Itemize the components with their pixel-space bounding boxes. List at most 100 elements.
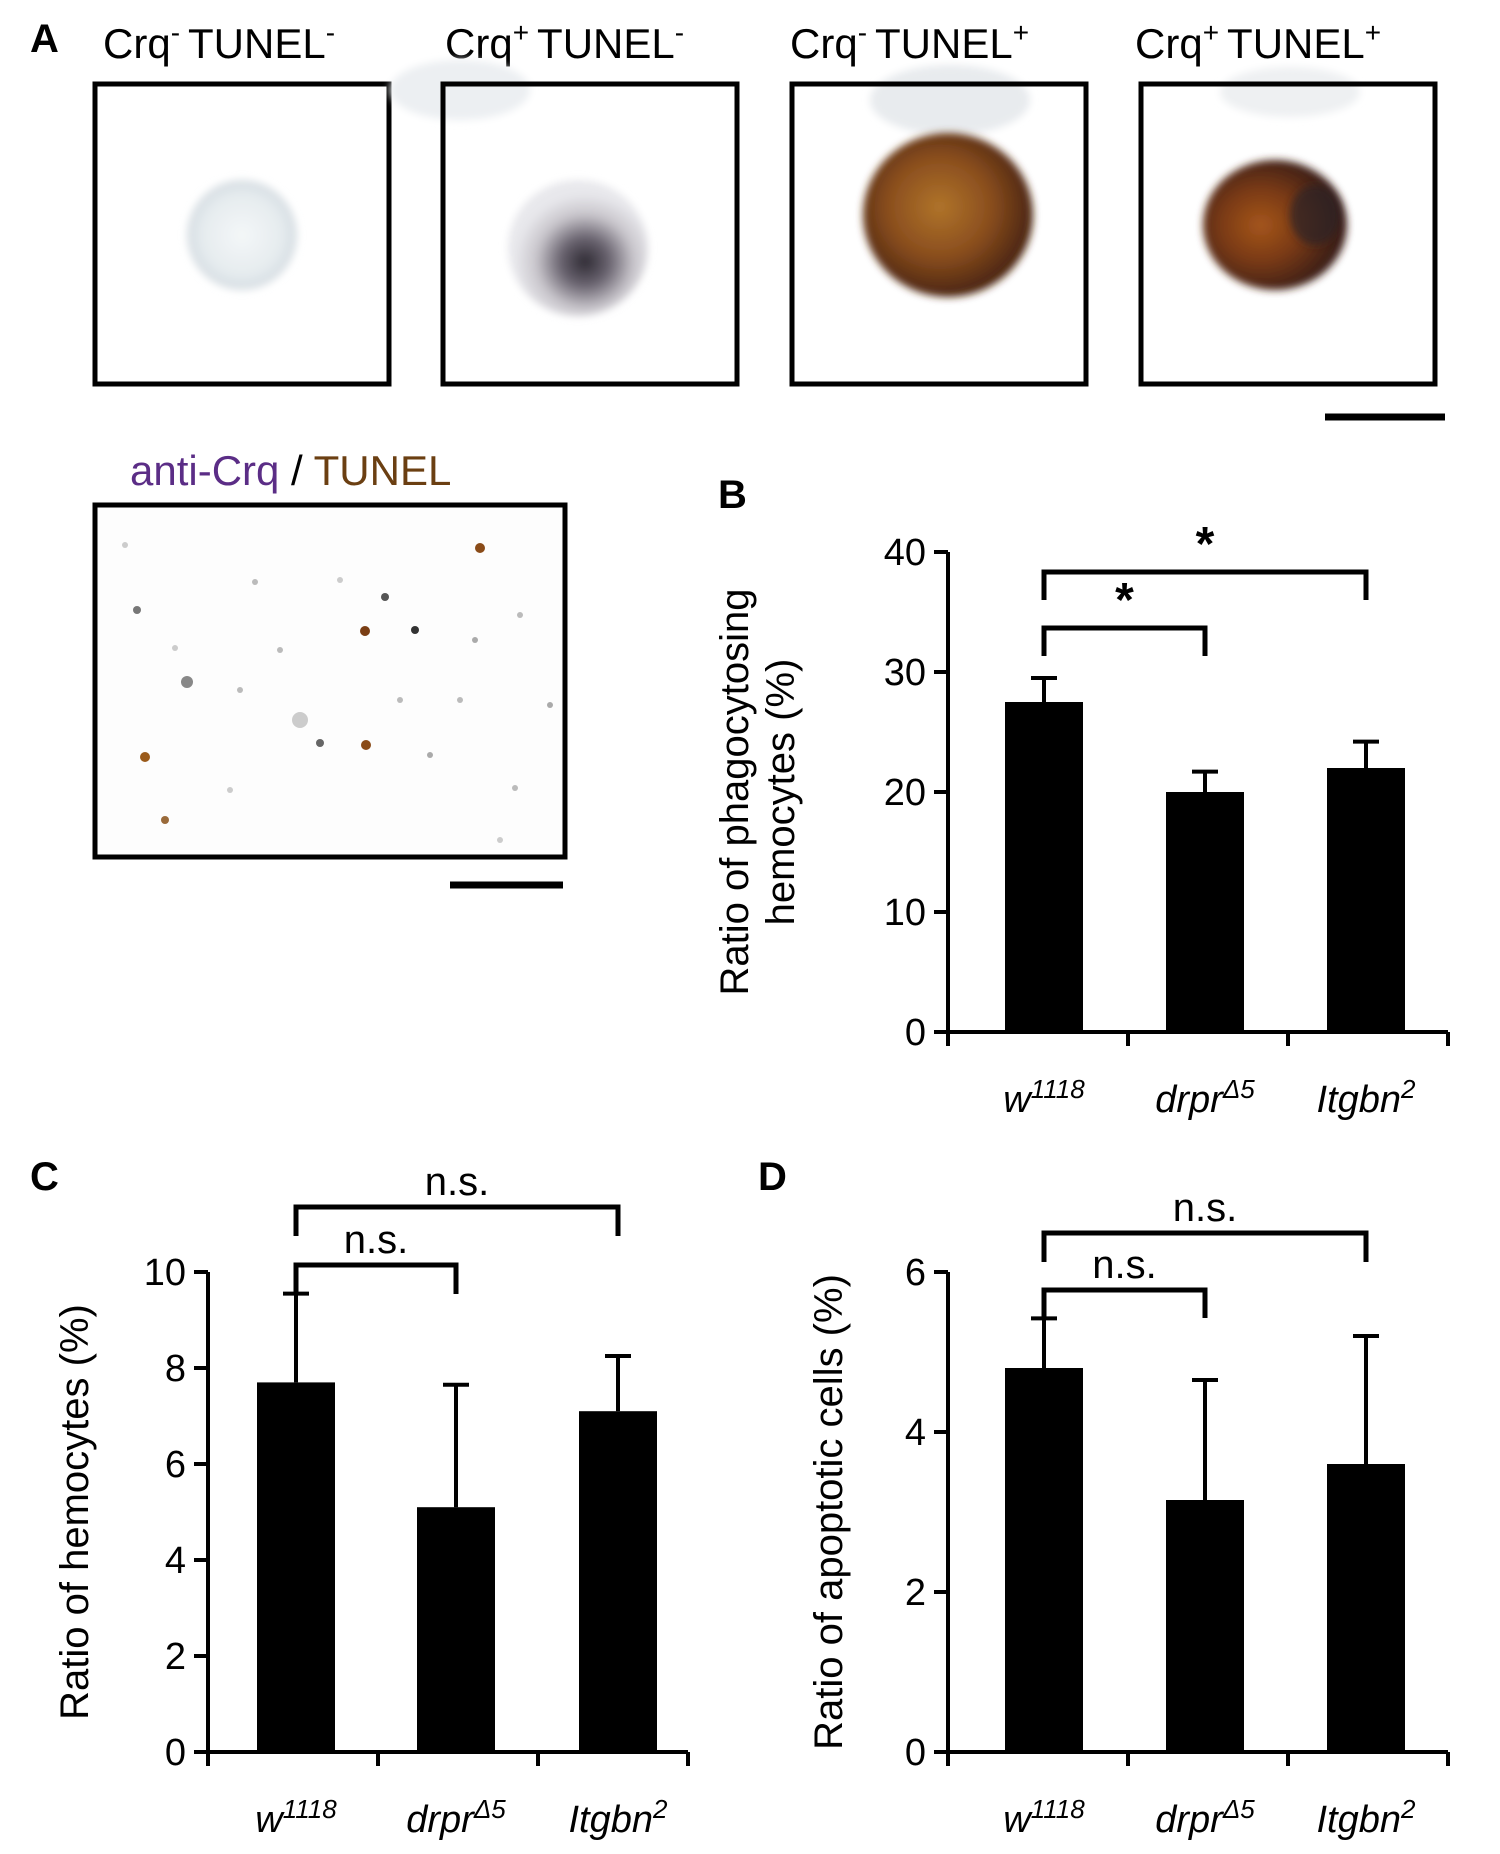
overview-cell (547, 702, 553, 708)
tile-title-2-base-sign: + (513, 17, 529, 48)
tile-title-2-base: Crq (445, 20, 513, 67)
bar (1327, 1464, 1405, 1752)
overview-cell (277, 647, 283, 653)
significance-label: n.s. (344, 1218, 408, 1262)
overview-cell (140, 752, 150, 762)
significance-bracket (1041, 1230, 1369, 1262)
significance-bracket (1041, 1287, 1208, 1318)
tile-title-3-marker-sign: + (1013, 17, 1029, 48)
cell-pale (187, 180, 297, 290)
bar (1166, 1500, 1244, 1752)
bar (579, 1411, 657, 1752)
overview-label: anti-Crq / TUNEL (130, 447, 451, 494)
significance-bracket (1041, 625, 1208, 656)
y-tick-label: 0 (905, 1012, 926, 1054)
micrograph-tile-4 (1138, 67, 1438, 387)
overview-cell (381, 593, 389, 601)
panel-label-a: A (30, 17, 59, 61)
y-tick-label: 6 (905, 1252, 926, 1294)
panel-label-c: C (30, 1155, 59, 1199)
micrograph-tile-3 (789, 65, 1089, 387)
overview-cell (237, 687, 243, 693)
x-tick-label: w1118 (255, 1794, 337, 1841)
overview-cell (316, 739, 324, 747)
bar (1166, 792, 1244, 1032)
overview-label-stain1: anti-Crq (130, 447, 279, 494)
significance-label: * (1196, 518, 1215, 571)
y-tick-label: 2 (165, 1636, 186, 1678)
tile-title-2: Crq+ TUNEL- (445, 17, 684, 67)
overview-label-stain2: TUNEL (314, 447, 452, 494)
overview-cell (292, 712, 308, 728)
y-tick-label: 30 (884, 652, 926, 694)
chart-c: 0 2 4 6 8 10 w1118 drprΔ5 Itgbn2 Ratio of hemocyt… (53, 1160, 690, 1841)
y-axis-label: Ratio of hemocytes (%) (53, 1304, 97, 1720)
bar (417, 1507, 495, 1752)
overview-cell (252, 579, 258, 585)
chart-d: 0 2 4 6 w1118 drprΔ5 Itgbn2 Ratio of apoptotic … (807, 1186, 1450, 1841)
overview-label-sep: / (279, 447, 313, 494)
y-tick-label: 0 (165, 1732, 186, 1774)
y-tick-label: 4 (905, 1412, 926, 1454)
overview-cell (457, 697, 463, 703)
tile-title-3: Crq- TUNEL+ (790, 17, 1029, 67)
cell-purple (508, 180, 648, 316)
overview-cell (517, 612, 523, 618)
x-tick-label: drprΔ5 (406, 1794, 506, 1841)
overview-cell (397, 697, 403, 703)
y-tick-label: 20 (884, 772, 926, 814)
micrograph-tile-1 (92, 81, 392, 387)
overview-cell (133, 606, 141, 614)
x-tick-label: Itgbn2 (569, 1794, 669, 1841)
significance-label: n.s. (1173, 1186, 1237, 1230)
significance-label: n.s. (1092, 1243, 1156, 1287)
x-tick-label: drprΔ5 (1155, 1794, 1255, 1841)
tile-title-2-marker: TUNEL (537, 20, 675, 67)
tile-title-4-base-sign: + (1203, 17, 1219, 48)
x-tick-label: w1118 (1003, 1074, 1085, 1121)
y-tick-label: 6 (165, 1444, 186, 1486)
overview-cell (337, 577, 343, 583)
tile-title-3-base: Crq (790, 20, 858, 67)
bar (1327, 768, 1405, 1032)
y-tick-label: 8 (165, 1348, 186, 1390)
tile-title-3-marker: TUNEL (875, 20, 1013, 67)
y-tick-label: 4 (165, 1540, 186, 1582)
overview-cell (411, 626, 419, 634)
tile-title-2-marker-sign: - (675, 17, 684, 48)
overview-cell (497, 837, 503, 843)
overview-cell (361, 740, 371, 750)
overview-cell (472, 637, 478, 643)
tile-title-1-base-sign: - (171, 17, 180, 48)
x-tick-label: drprΔ5 (1155, 1074, 1255, 1121)
significance-bracket (1041, 569, 1369, 600)
overview-micrograph (92, 502, 568, 860)
tile-title-1: Crq- TUNEL- (103, 17, 335, 67)
y-tick-label: 10 (884, 892, 926, 934)
significance-bracket (293, 1204, 621, 1236)
overview-cell (181, 676, 193, 688)
overview-cell (172, 645, 178, 651)
y-tick-label: 2 (905, 1572, 926, 1614)
overview-cell (475, 543, 485, 553)
tile-title-4-marker-sign: + (1365, 17, 1381, 48)
y-tick-label: 40 (884, 532, 926, 574)
significance-label: * (1115, 574, 1134, 627)
overview-cell (512, 785, 518, 791)
bar (1005, 1368, 1083, 1752)
panel-label-d: D (758, 1155, 787, 1199)
significance-label: n.s. (425, 1160, 489, 1204)
overview-cell (227, 787, 233, 793)
tile-title-1-marker: TUNEL (188, 20, 326, 67)
chart-b: 0 10 20 30 40 w1118 drprΔ5 Itgbn2 Ratio of phago… (713, 518, 1450, 1121)
y-axis-label: Ratio of apoptotic cells (%) (807, 1274, 851, 1750)
bar (1005, 702, 1083, 1032)
overview-cell (427, 752, 433, 758)
overview-cell (161, 816, 169, 824)
significance-bracket (293, 1262, 459, 1294)
tile-title-1-marker-sign: - (326, 17, 335, 48)
tile-title-4-marker: TUNEL (1227, 20, 1365, 67)
tile-title-4-base: Crq (1135, 20, 1203, 67)
x-tick-label: w1118 (1003, 1794, 1085, 1841)
